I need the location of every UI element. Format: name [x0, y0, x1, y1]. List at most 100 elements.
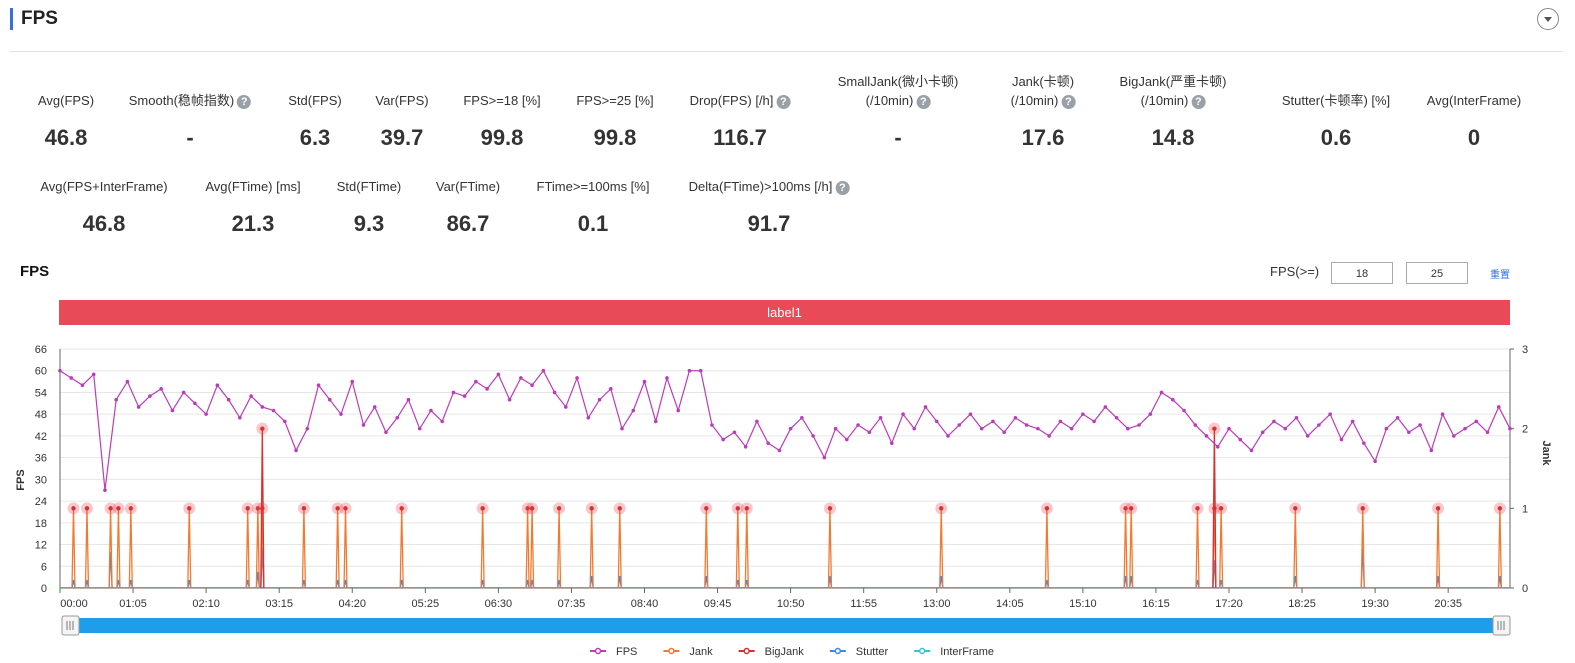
spike [1195, 508, 1200, 589]
fps-point [1114, 416, 1119, 420]
fps-point [1384, 426, 1389, 431]
fps-point [946, 434, 950, 438]
fps-point [811, 434, 815, 438]
x-tick-label: 09:45 [704, 598, 732, 610]
fps-point [69, 376, 74, 380]
help-icon[interactable]: ? [776, 94, 791, 109]
fps-point [1002, 430, 1006, 435]
collapse-toggle[interactable] [1537, 8, 1559, 30]
threshold-input[interactable]: 25 [1406, 262, 1468, 284]
threshold-input[interactable]: 18 [1331, 262, 1393, 284]
fps-point [114, 397, 119, 402]
fps-point [732, 430, 737, 435]
fps-point [530, 383, 534, 388]
help-icon[interactable]: ? [1191, 94, 1206, 109]
fps-point [1227, 426, 1231, 431]
legend-dot [668, 647, 675, 655]
metric-label: Jank(卡顿) [1011, 74, 1075, 89]
x-tick-label: 06:30 [485, 598, 513, 610]
fps-point [1328, 412, 1332, 416]
legend-dot [918, 647, 926, 655]
peak-dot [343, 506, 348, 511]
fps-point [1024, 423, 1029, 427]
peak-dot [1212, 426, 1217, 431]
fps-point [1170, 397, 1175, 402]
fps-point [226, 397, 231, 402]
y-tick-label: 24 [35, 496, 47, 508]
fps-point [743, 444, 748, 449]
help-icon[interactable]: ? [1061, 94, 1076, 109]
metric-label: Avg(FPS) [37, 93, 95, 108]
legend-label: Stutter [856, 646, 889, 658]
fps-point [1092, 419, 1096, 424]
fps-point [384, 430, 388, 435]
fps-point [1362, 441, 1366, 445]
metric-label: Smooth(稳帧指数)? [129, 92, 252, 110]
fps-point [608, 387, 613, 391]
fps-point [249, 394, 253, 398]
threshold-label: FPS(>=) [1270, 264, 1320, 279]
spike [343, 508, 348, 589]
fps-point [1407, 430, 1411, 435]
fps-point [698, 368, 703, 373]
peak-dot [71, 506, 76, 511]
fps-point [1159, 390, 1164, 395]
help-icon[interactable]: ? [835, 180, 850, 195]
metric-label: Avg(FPS+InterFrame) [40, 179, 168, 194]
y-tick-label: 18 [35, 518, 47, 530]
y-tick-label: 54 [35, 387, 47, 399]
fps-point [1350, 419, 1355, 424]
fps-point [833, 426, 838, 431]
fps-point [1260, 430, 1265, 435]
metric-label: Drop(FPS) [/h]? [690, 92, 791, 110]
help-icon[interactable]: ? [237, 94, 252, 109]
spike [735, 508, 740, 589]
fps-point [901, 412, 905, 416]
fps-point [1069, 426, 1074, 431]
fps-point [80, 383, 85, 388]
spike [187, 508, 192, 589]
fps-point [361, 423, 366, 427]
slider-track [70, 618, 1502, 633]
legend-label: Jank [689, 646, 713, 658]
fps-point [800, 416, 804, 420]
metric-value: 46.8 [82, 211, 126, 236]
fps-point [1137, 423, 1141, 427]
peak-dot [617, 506, 622, 511]
spike [84, 508, 90, 589]
x-tick-label: 04:20 [338, 598, 366, 610]
help-icon[interactable]: ? [916, 94, 931, 109]
fps-point [642, 379, 647, 384]
fps-point [979, 426, 984, 431]
x-tick-label: 02:10 [192, 598, 220, 610]
fps-point [586, 416, 591, 420]
metric-label: (/10min)? [866, 92, 931, 110]
y-tick-label: 36 [35, 453, 47, 465]
legend-dot [834, 647, 842, 655]
fps-point [1013, 416, 1018, 420]
fps-point [923, 405, 928, 409]
metric-label: Var(FTime) [435, 179, 501, 194]
metric-value: - [894, 125, 902, 150]
metric-label: (/10min)? [1141, 92, 1206, 110]
metric-label: BigJank(严重卡顿) [1119, 74, 1227, 89]
x-tick-label: 15:10 [1069, 598, 1097, 610]
metric-label: FPS>=25 [%] [576, 93, 654, 108]
metric-label: Delta(FTime)>100ms [/h]? [689, 178, 850, 196]
peak-dot [529, 506, 535, 511]
metric-value: 86.7 [446, 211, 490, 236]
y2-tick-label: 0 [1522, 583, 1528, 595]
fps-point [1373, 459, 1377, 464]
peak-dot [1293, 506, 1298, 511]
metric-value: - [186, 125, 194, 150]
fps-point [1204, 434, 1209, 438]
spike [480, 508, 485, 589]
legend-label: FPS [616, 646, 637, 658]
fps-point [215, 383, 220, 388]
spike [128, 508, 133, 589]
reset-link[interactable]: 重置 [1490, 270, 1510, 281]
label-band: label1 [59, 300, 1510, 325]
title-accent [10, 8, 13, 30]
fps-point [1485, 430, 1490, 435]
fps-point [1440, 412, 1445, 416]
